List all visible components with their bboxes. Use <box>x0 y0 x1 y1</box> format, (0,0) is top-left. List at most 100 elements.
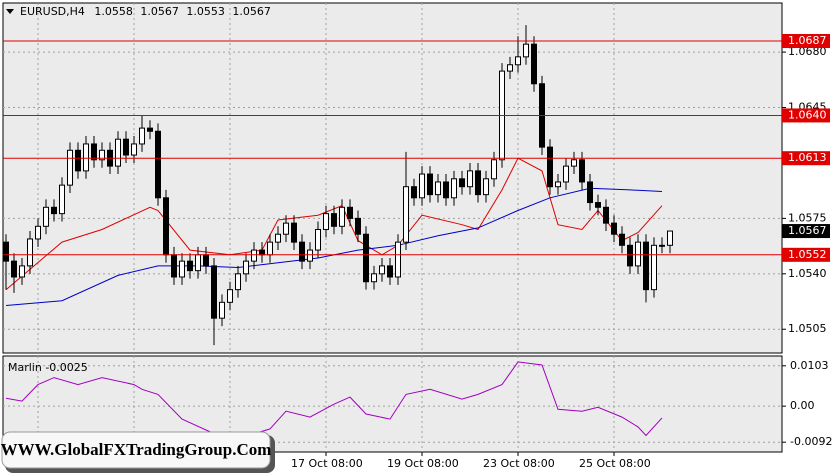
candle-body <box>435 181 441 196</box>
candle-body <box>291 222 297 243</box>
candle-body <box>163 197 169 256</box>
candle-body <box>491 159 497 180</box>
y-tick-label: -0.0092 <box>790 435 832 448</box>
candle-body <box>595 202 601 208</box>
candle-body <box>19 265 25 278</box>
candle-body <box>443 181 449 199</box>
candle-body <box>147 127 153 132</box>
candle-body <box>195 254 201 272</box>
moving-average <box>5 187 663 306</box>
candle-body <box>363 233 369 283</box>
candle-body <box>563 165 569 183</box>
header-open: 1.0558 <box>94 5 133 18</box>
level-label: 1.0687 <box>788 34 827 47</box>
candle-body <box>635 241 641 267</box>
candle-body <box>115 138 121 167</box>
candle-body <box>67 149 73 186</box>
candle-body <box>307 249 313 262</box>
candle-body <box>483 178 489 196</box>
candle-body <box>627 244 633 267</box>
y-tick-label: 1.0680 <box>788 45 827 58</box>
candle-body <box>35 225 41 240</box>
candle-body <box>523 43 529 58</box>
candle-body <box>555 181 561 188</box>
candle-body <box>243 260 249 275</box>
candle-body <box>91 143 97 161</box>
level-label: 1.0613 <box>788 151 827 164</box>
candle-body <box>571 159 577 167</box>
menu-triangle <box>6 9 14 14</box>
watermark-bg <box>1 431 271 469</box>
header-low: 1.0553 <box>186 5 225 18</box>
candle-body <box>235 273 241 291</box>
candle-body <box>371 273 377 283</box>
candle-body <box>411 186 417 199</box>
candle-body <box>347 206 353 219</box>
candle-body <box>139 127 145 145</box>
price-pane <box>2 2 783 354</box>
x-tick-label: 19 Oct 08:00 <box>387 457 459 470</box>
candle-body <box>475 170 481 196</box>
candle-body <box>171 254 177 278</box>
candle-body <box>667 230 673 246</box>
candle-body <box>515 56 521 66</box>
x-tick-label: 17 Oct 08:00 <box>291 457 363 470</box>
x-tick-label: 23 Oct 08:00 <box>483 457 555 470</box>
candle-body <box>643 241 649 291</box>
candle-body <box>323 213 329 230</box>
candle-body <box>451 178 457 199</box>
indicator-label: Marlin -0.0025 <box>8 361 88 374</box>
y-tick-label: 1.0575 <box>788 211 827 224</box>
candle-body <box>51 206 57 215</box>
candle-body <box>275 233 281 243</box>
candle-body <box>187 260 193 272</box>
header-high: 1.0567 <box>140 5 179 18</box>
chart-header: EURUSD,H4 1.0558 1.0567 1.0553 1.0567 <box>20 5 271 18</box>
candle-body <box>395 241 401 278</box>
candle-body <box>227 289 233 303</box>
level-label: 1.0552 <box>788 248 827 261</box>
level-box <box>782 108 830 123</box>
candle-body <box>83 143 89 172</box>
y-tick-label: 0.0103 <box>790 359 829 372</box>
candle-body <box>331 213 337 227</box>
candle-body <box>459 178 465 188</box>
candle-body <box>547 146 553 188</box>
price-box <box>782 224 830 239</box>
candle-body <box>203 254 209 267</box>
y-tick-label: 0.00 <box>790 399 815 412</box>
candle-body <box>611 222 617 235</box>
candle-body <box>259 249 265 256</box>
candle-body <box>619 233 625 246</box>
candle-body <box>299 241 305 262</box>
candle-body <box>251 249 257 262</box>
candle-body <box>467 170 473 188</box>
candle-body <box>211 265 217 319</box>
candle-body <box>403 186 409 243</box>
candle-body <box>99 149 105 161</box>
candle-body <box>427 173 433 196</box>
candle-body <box>27 238 33 267</box>
header-close: 1.0567 <box>232 5 271 18</box>
y-tick-label: 1.0505 <box>788 322 827 335</box>
current-price: 1.0567 <box>788 224 827 237</box>
candle-body <box>11 260 17 278</box>
candle-body <box>579 159 585 183</box>
candle-body <box>651 244 657 291</box>
candle-body <box>75 149 81 172</box>
header: EURUSD,H4 1.0558 1.0567 1.0553 1.0567 <box>6 5 271 18</box>
watermark-box: WWW.GlobalFXTradingGroup.Com <box>1 431 275 473</box>
candle-body <box>507 64 513 72</box>
candle-body <box>59 184 65 215</box>
indicator-line <box>5 361 663 440</box>
candle-body <box>659 244 665 247</box>
candle-body <box>379 265 385 275</box>
level-box <box>782 34 830 49</box>
candle-body <box>387 265 393 278</box>
candle-body <box>531 43 537 85</box>
x-tick-label: 25 Oct 08:00 <box>579 457 651 470</box>
level-box <box>782 151 830 166</box>
plot-layer: 17 Oct 08:00 19 Oct 08:00 23 Oct 08:00 25 O… <box>3 3 832 470</box>
candle-body <box>3 241 9 262</box>
